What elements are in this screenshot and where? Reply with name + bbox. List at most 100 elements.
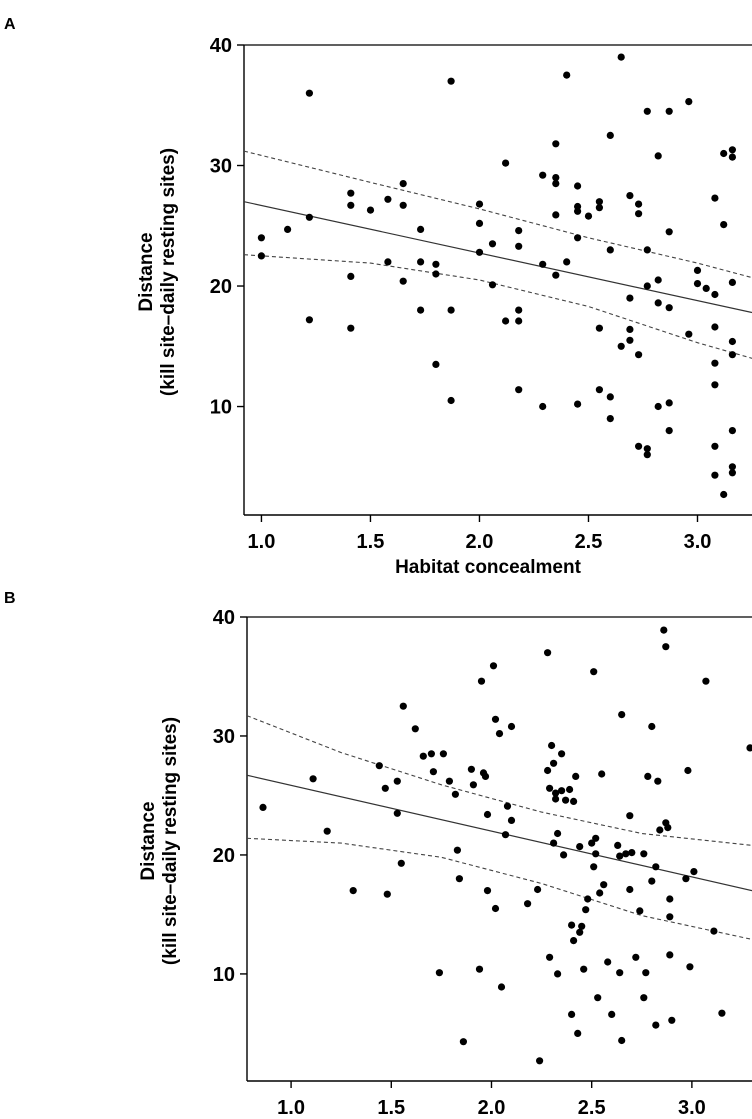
data-point: [728, 278, 737, 286]
data-point: [469, 781, 477, 789]
data-point: [475, 219, 484, 227]
data-point: [574, 182, 582, 190]
data-point: [305, 89, 313, 97]
data-point: [622, 850, 630, 858]
data-point: [728, 427, 737, 435]
data-point: [652, 863, 660, 871]
data-point: [626, 885, 634, 894]
data-point: [475, 200, 484, 208]
data-point: [515, 386, 523, 394]
y-axis-label-line1: Distance: [138, 801, 159, 880]
data-point: [642, 969, 650, 977]
ci-upper-line: [244, 150, 752, 279]
data-point: [728, 469, 737, 477]
data-point: [432, 360, 440, 368]
data-point: [384, 258, 392, 266]
data-point: [566, 785, 574, 794]
data-point: [635, 351, 643, 359]
data-point: [580, 965, 588, 973]
data-point: [536, 1057, 544, 1065]
data-point: [435, 969, 443, 977]
data-point: [534, 885, 542, 894]
x-tick-label: 2.5: [575, 531, 603, 553]
data-point: [384, 195, 392, 203]
data-point: [366, 206, 375, 214]
data-point: [746, 744, 752, 752]
data-point: [606, 246, 614, 254]
data-point: [489, 662, 498, 670]
data-point: [728, 463, 737, 471]
data-point: [515, 306, 523, 314]
data-point: [574, 400, 582, 408]
data-point: [606, 131, 614, 139]
ci-upper-line: [247, 715, 752, 846]
data-point: [594, 994, 602, 1002]
data-point: [397, 859, 405, 867]
data-point: [491, 715, 500, 723]
data-point: [399, 201, 407, 209]
data-point: [654, 777, 662, 785]
data-point: [616, 969, 624, 977]
data-point: [711, 323, 719, 331]
data-point: [728, 337, 737, 346]
data-point: [604, 958, 612, 966]
data-point: [584, 895, 592, 903]
data-point: [626, 336, 634, 344]
y-tick-label: 20: [210, 276, 232, 298]
data-point: [427, 750, 435, 758]
data-point: [552, 140, 560, 148]
y-axis-label-line2: (kill site–daily resting sites): [160, 717, 181, 965]
data-point: [563, 258, 571, 266]
data-point: [590, 668, 598, 676]
data-point: [488, 240, 497, 248]
ci-lower-line: [244, 254, 752, 359]
y-tick-label: 10: [210, 397, 232, 419]
data-point: [309, 775, 317, 783]
data-point: [560, 851, 568, 859]
x-tick-label: 2.0: [478, 1097, 506, 1119]
data-point: [574, 1029, 582, 1037]
data-point: [552, 789, 560, 797]
data-point: [429, 768, 437, 776]
data-point: [475, 965, 484, 973]
data-point: [590, 863, 598, 871]
data-point: [552, 795, 560, 803]
data-point: [685, 98, 693, 106]
data-point: [640, 994, 648, 1002]
data-point: [665, 427, 673, 435]
data-point: [666, 951, 674, 959]
data-point: [654, 402, 662, 411]
data-point: [347, 201, 355, 209]
panel-label-b: B: [4, 590, 16, 607]
data-point: [503, 802, 512, 810]
data-point: [411, 725, 419, 733]
data-point: [578, 922, 586, 930]
data-point: [393, 809, 401, 817]
data-point: [626, 294, 634, 302]
data-point: [595, 204, 604, 212]
data-point: [592, 850, 600, 858]
data-point: [682, 875, 690, 883]
data-point: [614, 841, 622, 850]
data-point: [644, 772, 652, 781]
data-point: [618, 1036, 626, 1045]
x-tick-label: 3.0: [678, 1097, 706, 1119]
data-point: [582, 906, 590, 914]
data-point: [654, 152, 662, 160]
data-point: [558, 787, 566, 795]
data-point: [643, 282, 651, 290]
data-point: [349, 887, 357, 895]
data-point: [686, 963, 694, 971]
x-tick-label: 1.5: [357, 531, 385, 553]
data-point: [568, 921, 576, 929]
data-point: [660, 626, 668, 634]
data-point: [648, 722, 656, 731]
data-point: [720, 221, 728, 229]
data-point: [635, 200, 643, 208]
data-point: [552, 180, 560, 188]
data-point: [656, 826, 664, 834]
data-point: [507, 816, 516, 825]
data-point: [617, 342, 625, 350]
data-point: [502, 159, 510, 167]
data-point: [640, 850, 648, 858]
